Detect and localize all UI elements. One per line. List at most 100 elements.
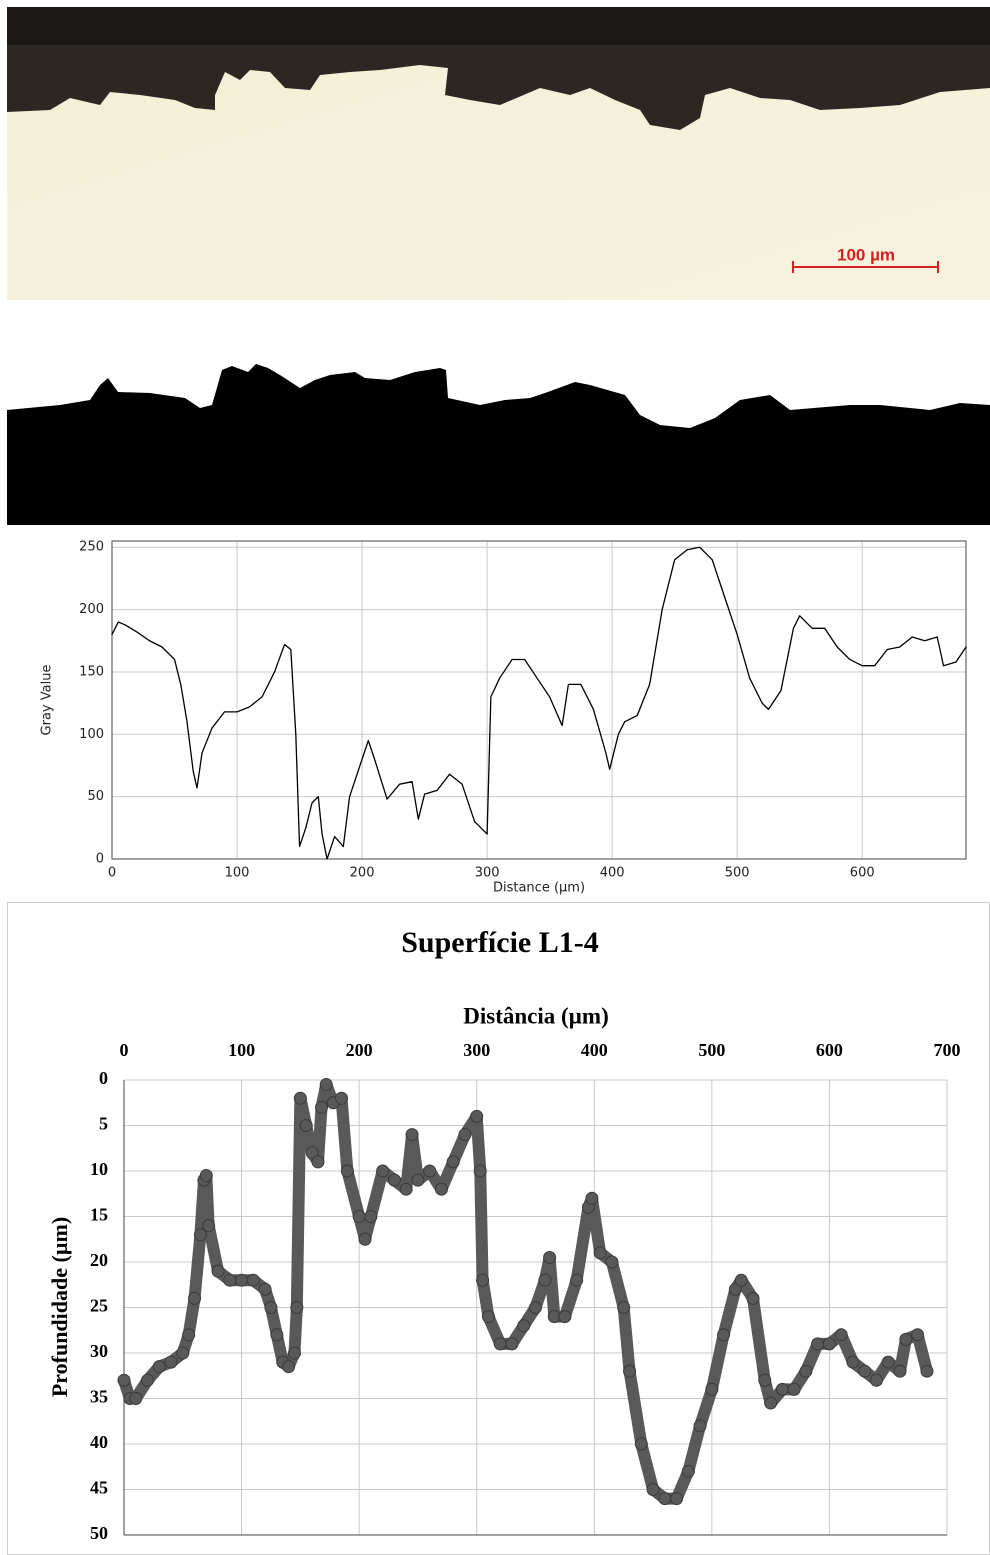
data-line [124,1085,927,1499]
marker [359,1233,371,1245]
marker [494,1338,506,1350]
x-axis-label: Distance (µm) [493,881,585,896]
x-tick-label: 300 [463,1040,490,1060]
x-axis-label: Distância (µm) [463,1003,608,1028]
y-tick-label: 250 [79,540,104,555]
marker [718,1329,730,1341]
marker [165,1356,177,1368]
x-tick-label: 300 [475,866,500,881]
marker [291,1302,303,1314]
marker [823,1338,835,1350]
marker [894,1365,906,1377]
y-axis-label: Gray Value [40,665,55,736]
x-tick-label: 600 [816,1040,843,1060]
x-tick-label: 100 [228,1040,255,1060]
marker [477,1274,489,1286]
marker [659,1493,671,1505]
marker [118,1374,130,1386]
x-tick-label: 500 [698,1040,725,1060]
marker [400,1183,412,1195]
y-tick-label: 40 [90,1432,108,1452]
x-tick-label: 700 [934,1040,961,1060]
chart-frame [8,903,990,1555]
marker [177,1347,189,1359]
plot-frame [112,541,966,859]
x-tick-label: 400 [581,1040,608,1060]
y-tick-label: 15 [90,1205,108,1225]
marker [341,1165,353,1177]
marker [388,1174,400,1186]
marker [353,1211,365,1223]
marker [336,1092,348,1104]
marker [312,1156,324,1168]
marker [271,1329,283,1341]
marker [694,1420,706,1432]
marker [377,1165,389,1177]
marker [294,1092,306,1104]
marker [559,1311,571,1323]
marker [212,1265,224,1277]
y-tick-label: 0 [99,1068,108,1088]
marker [153,1361,165,1373]
marker [618,1302,630,1314]
marker [859,1365,871,1377]
marker [682,1465,694,1477]
marker [447,1156,459,1168]
marker [544,1251,556,1263]
micrograph: 100 µm [7,7,990,300]
marker [530,1302,542,1314]
y-tick-label: 200 [79,602,104,617]
x-tick-label: 0 [120,1040,129,1060]
data-line [112,547,966,859]
y-tick-label: 45 [90,1478,108,1498]
marker [594,1247,606,1259]
y-tick-label: 50 [90,1523,108,1543]
marker [900,1333,912,1345]
y-tick-label: 30 [90,1341,108,1361]
marker [316,1101,328,1113]
x-tick-label: 200 [346,1040,373,1060]
marker [765,1397,777,1409]
y-tick-label: 35 [90,1387,108,1407]
marker [265,1302,277,1314]
marker [759,1374,771,1386]
marker [671,1493,683,1505]
x-tick-label: 400 [600,866,625,881]
x-tick-label: 0 [108,866,116,881]
marker [571,1274,583,1286]
marker [624,1365,636,1377]
marker [706,1383,718,1395]
marker [606,1256,618,1268]
marker [435,1183,447,1195]
marker [788,1383,800,1395]
marker [259,1283,271,1295]
marker [300,1120,312,1132]
y-tick-label: 100 [79,727,104,742]
marker [912,1329,924,1341]
x-tick-label: 500 [725,866,750,881]
marker [847,1356,859,1368]
page: 100 µm 050100150200250010020030040050060… [0,0,990,1555]
marker [288,1347,300,1359]
marker [812,1338,824,1350]
marker [459,1129,471,1141]
marker [320,1079,332,1091]
marker [635,1438,647,1450]
x-tick-label: 200 [350,866,375,881]
marker [518,1320,530,1332]
marker [482,1311,494,1323]
marker [735,1274,747,1286]
marker [424,1165,436,1177]
y-tick-label: 10 [90,1159,108,1179]
mount-resin [7,7,990,45]
y-tick-label: 150 [79,664,104,679]
marker [142,1374,154,1386]
marker [200,1170,212,1182]
y-tick-label: 5 [99,1114,108,1134]
marker [800,1365,812,1377]
marker [835,1329,847,1341]
marker [539,1274,551,1286]
marker [224,1274,236,1286]
x-tick-label: 100 [225,866,250,881]
